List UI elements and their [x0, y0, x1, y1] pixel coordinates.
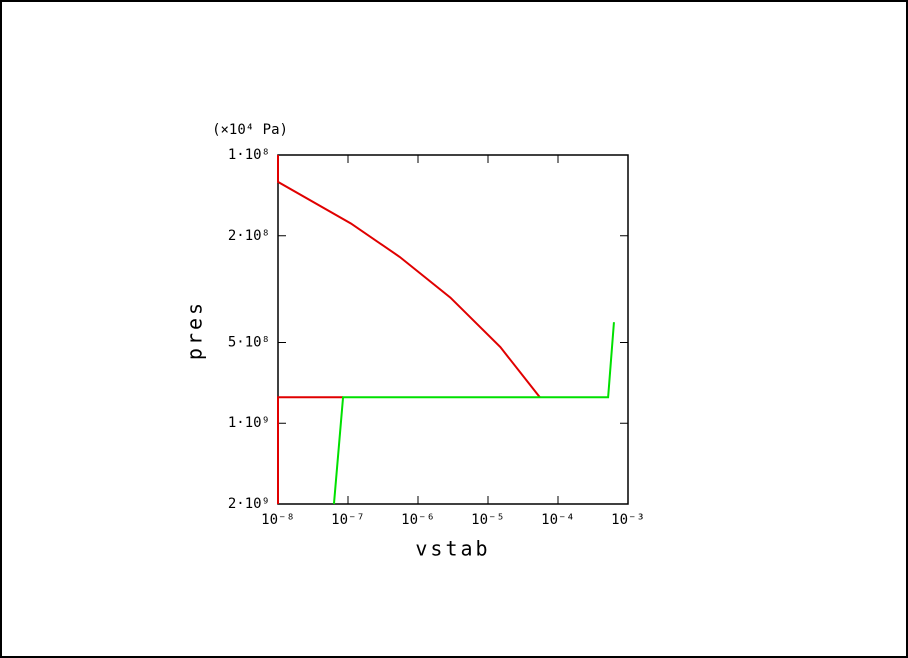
- y-unit: (×10⁴ Pa): [212, 122, 288, 138]
- x-tick-label: 10⁻³: [611, 512, 645, 528]
- y-tick-label: 1·10⁹: [228, 415, 270, 431]
- plot-frame: [277, 154, 629, 505]
- y-tick-label: 2·10⁹: [228, 496, 270, 512]
- y-tick-label: 1·10⁸: [228, 147, 270, 163]
- x-axis-label: vstab: [415, 537, 490, 561]
- x-tick-label: 10⁻⁵: [471, 512, 505, 528]
- y-tick-label: 2·10⁸: [228, 228, 270, 244]
- series-line: [332, 322, 615, 505]
- x-tick-label: 10⁻⁶: [401, 512, 435, 528]
- series-line: [277, 155, 541, 504]
- y-tick-label: 5·10⁸: [228, 334, 270, 350]
- x-tick-label: 10⁻⁸: [261, 512, 295, 528]
- x-tick-label: 10⁻⁴: [541, 512, 575, 528]
- y-axis-label: pres: [183, 300, 207, 360]
- x-tick-label: 10⁻⁷: [331, 512, 365, 528]
